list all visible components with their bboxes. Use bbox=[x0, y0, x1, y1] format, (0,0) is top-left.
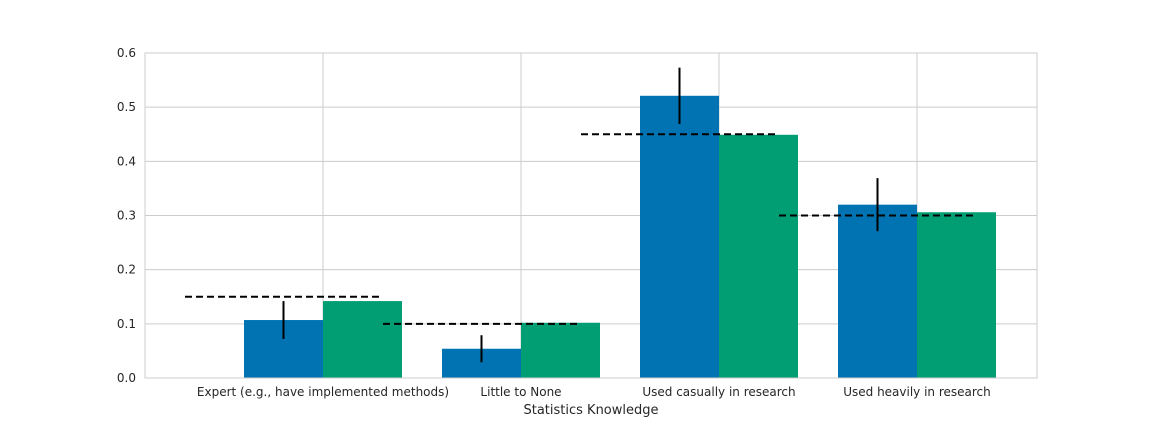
y-tick-label: 0.6 bbox=[117, 46, 136, 60]
bar bbox=[521, 322, 600, 378]
reference-lines-layer bbox=[185, 133, 977, 325]
plot-frame bbox=[144, 52, 1038, 379]
x-tick-label: Expert (e.g., have implemented methods) bbox=[197, 385, 449, 399]
x-axis-label: Statistics Knowledge bbox=[523, 403, 658, 418]
bar bbox=[323, 301, 402, 378]
axes-frame bbox=[144, 52, 1038, 379]
y-tick-label: 0.2 bbox=[117, 263, 136, 277]
y-tick-label: 0.4 bbox=[117, 154, 136, 168]
bars-layer bbox=[244, 95, 996, 379]
x-tick-label: Little to None bbox=[480, 385, 561, 399]
y-tick-label: 0.1 bbox=[117, 317, 136, 331]
bar bbox=[719, 134, 798, 378]
tick-labels-layer: 0.0 0.1 0.2 0.3 0.4 0.5 0.6 Expert (e.g., have … bbox=[117, 46, 991, 399]
y-tick-label: 0.0 bbox=[117, 371, 136, 385]
y-tick-label: 0.3 bbox=[117, 209, 136, 223]
x-tick-label: Used heavily in research bbox=[843, 385, 991, 399]
error-bars-layer bbox=[282, 67, 879, 363]
y-tick-label: 0.5 bbox=[117, 100, 136, 114]
bar bbox=[640, 95, 719, 379]
bar bbox=[917, 212, 996, 378]
x-tick-label: Used casually in research bbox=[642, 385, 795, 399]
bar bbox=[838, 204, 917, 378]
